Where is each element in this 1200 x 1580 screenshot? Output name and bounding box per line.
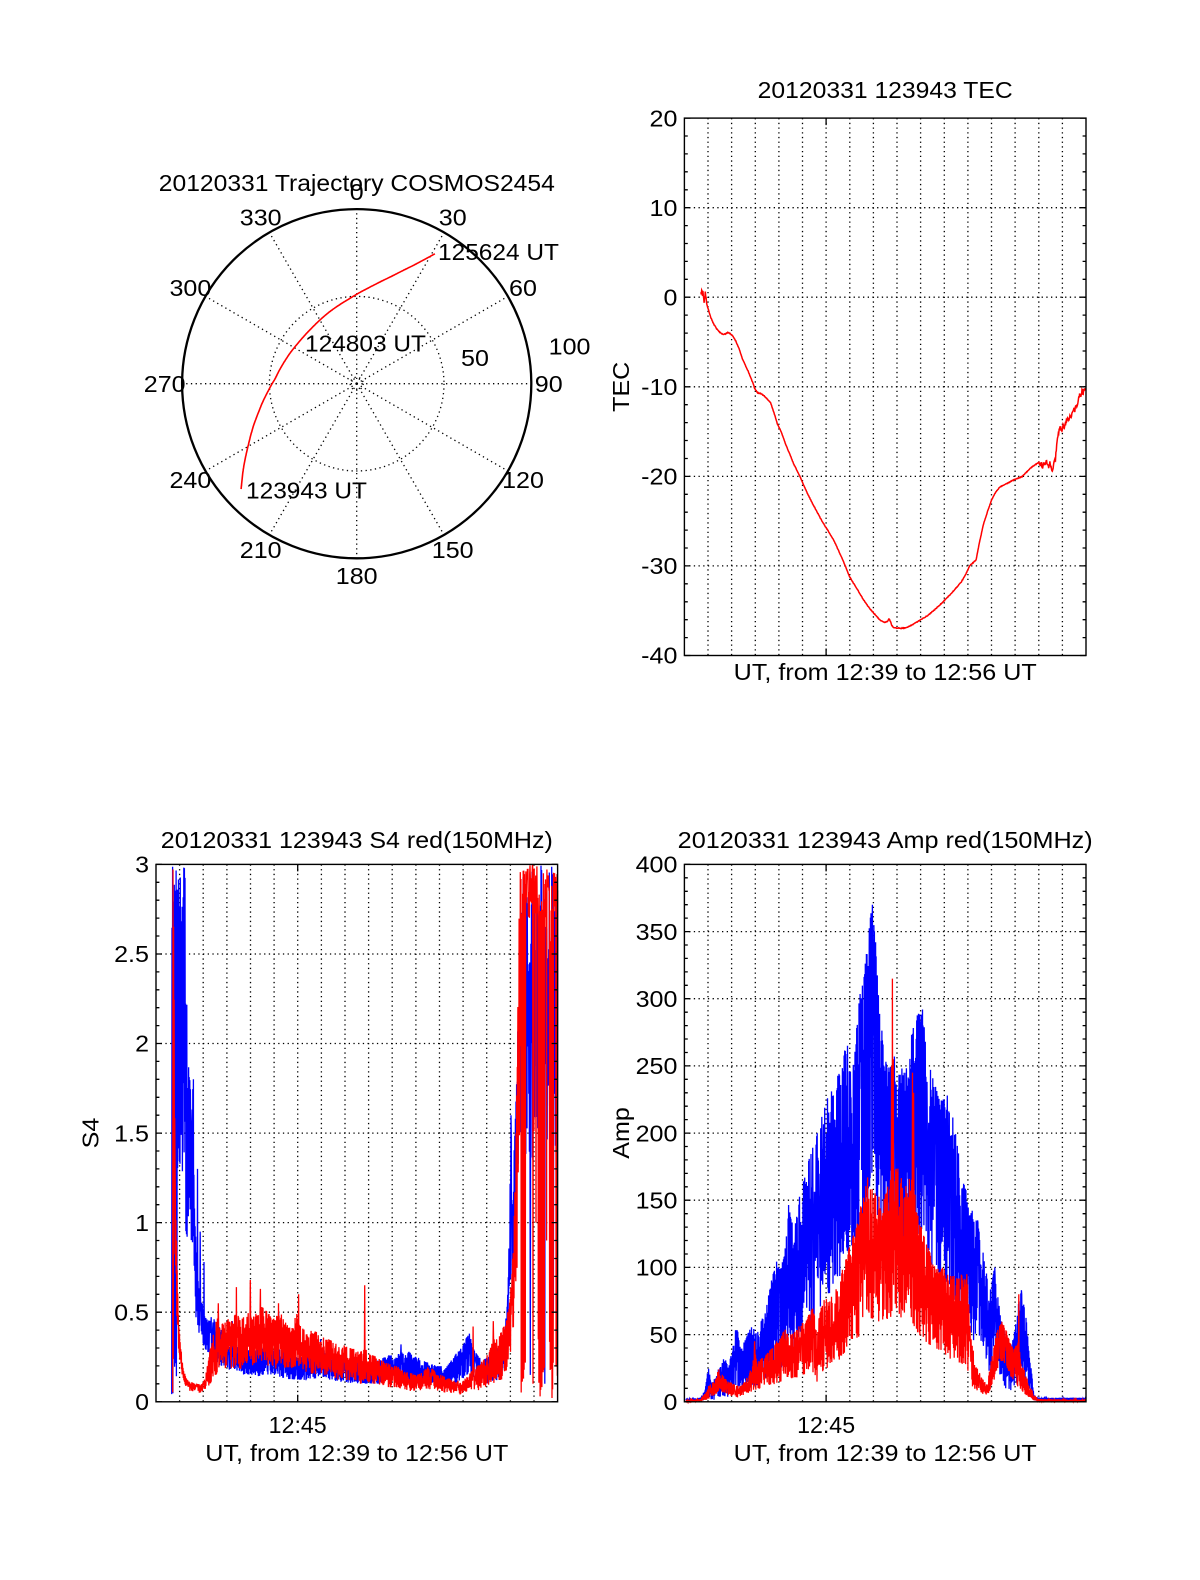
- svg-text:250: 250: [636, 1053, 678, 1079]
- svg-text:120: 120: [502, 467, 544, 493]
- svg-text:180: 180: [336, 563, 378, 589]
- svg-text:50: 50: [461, 345, 489, 371]
- svg-text:400: 400: [636, 852, 678, 878]
- svg-text:270: 270: [144, 371, 186, 397]
- svg-text:2: 2: [135, 1031, 149, 1057]
- svg-text:30: 30: [439, 205, 467, 231]
- svg-text:60: 60: [509, 275, 537, 301]
- svg-text:100: 100: [636, 1255, 678, 1281]
- svg-text:210: 210: [240, 537, 282, 563]
- svg-text:12:45: 12:45: [269, 1412, 327, 1438]
- svg-text:350: 350: [636, 919, 678, 945]
- svg-text:0: 0: [664, 284, 678, 310]
- svg-text:0: 0: [664, 1389, 678, 1415]
- svg-text:2.5: 2.5: [114, 941, 149, 967]
- svg-text:Amp: Amp: [608, 1107, 634, 1159]
- svg-text:240: 240: [170, 467, 212, 493]
- svg-text:0.5: 0.5: [114, 1299, 149, 1325]
- svg-text:1.5: 1.5: [114, 1120, 149, 1146]
- svg-text:UT, from 12:39 to 12:56 UT: UT, from 12:39 to 12:56 UT: [205, 1440, 508, 1466]
- svg-text:3: 3: [135, 852, 149, 878]
- svg-text:20120331 123943 Amp red(150MHz: 20120331 123943 Amp red(150MHz): [678, 827, 1093, 853]
- svg-text:300: 300: [170, 275, 212, 301]
- svg-text:20120331 Trajectory COSMOS2454: 20120331 Trajectory COSMOS2454: [159, 170, 555, 196]
- svg-text:330: 330: [240, 205, 282, 231]
- svg-text:150: 150: [432, 537, 474, 563]
- svg-text:20120331 123943 S4 red(150MHz): 20120331 123943 S4 red(150MHz): [161, 827, 553, 853]
- svg-text:UT, from 12:39 to 12:56 UT: UT, from 12:39 to 12:56 UT: [734, 659, 1037, 685]
- svg-text:200: 200: [636, 1120, 678, 1146]
- svg-text:20: 20: [650, 105, 678, 131]
- svg-text:125624 UT: 125624 UT: [438, 239, 559, 265]
- svg-text:123943 UT: 123943 UT: [246, 478, 367, 504]
- svg-text:S4: S4: [78, 1117, 104, 1148]
- svg-text:TEC: TEC: [608, 362, 634, 412]
- svg-text:0: 0: [135, 1389, 149, 1415]
- svg-text:UT, from 12:39 to 12:56 UT: UT, from 12:39 to 12:56 UT: [734, 1440, 1037, 1466]
- svg-text:-10: -10: [641, 374, 677, 400]
- svg-text:124803 UT: 124803 UT: [305, 331, 426, 357]
- svg-text:90: 90: [535, 371, 563, 397]
- svg-text:100: 100: [549, 334, 591, 360]
- svg-text:12:45: 12:45: [797, 1412, 855, 1438]
- svg-text:150: 150: [636, 1187, 678, 1213]
- svg-text:300: 300: [636, 986, 678, 1012]
- svg-text:10: 10: [650, 195, 678, 221]
- svg-text:-40: -40: [641, 643, 677, 669]
- svg-text:20120331 123943 TEC: 20120331 123943 TEC: [758, 77, 1013, 103]
- svg-text:-20: -20: [641, 464, 677, 490]
- svg-text:0: 0: [350, 179, 364, 205]
- svg-text:1: 1: [135, 1210, 149, 1236]
- svg-text:50: 50: [650, 1322, 678, 1348]
- svg-text:-30: -30: [641, 553, 677, 579]
